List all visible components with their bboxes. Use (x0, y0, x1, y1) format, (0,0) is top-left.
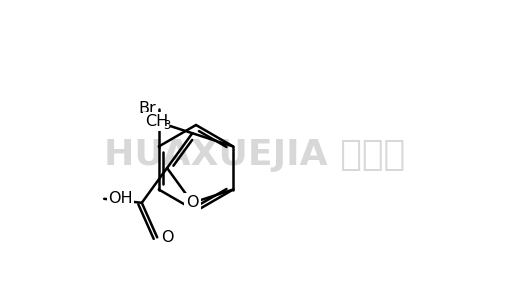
Text: HUAXUEJIA 化学加: HUAXUEJIA 化学加 (105, 138, 406, 172)
Text: O: O (161, 230, 174, 245)
Text: OH: OH (108, 191, 133, 206)
Text: O: O (186, 195, 199, 210)
Text: CH: CH (145, 114, 168, 129)
Text: Br: Br (138, 101, 156, 116)
Text: 3: 3 (164, 119, 171, 132)
